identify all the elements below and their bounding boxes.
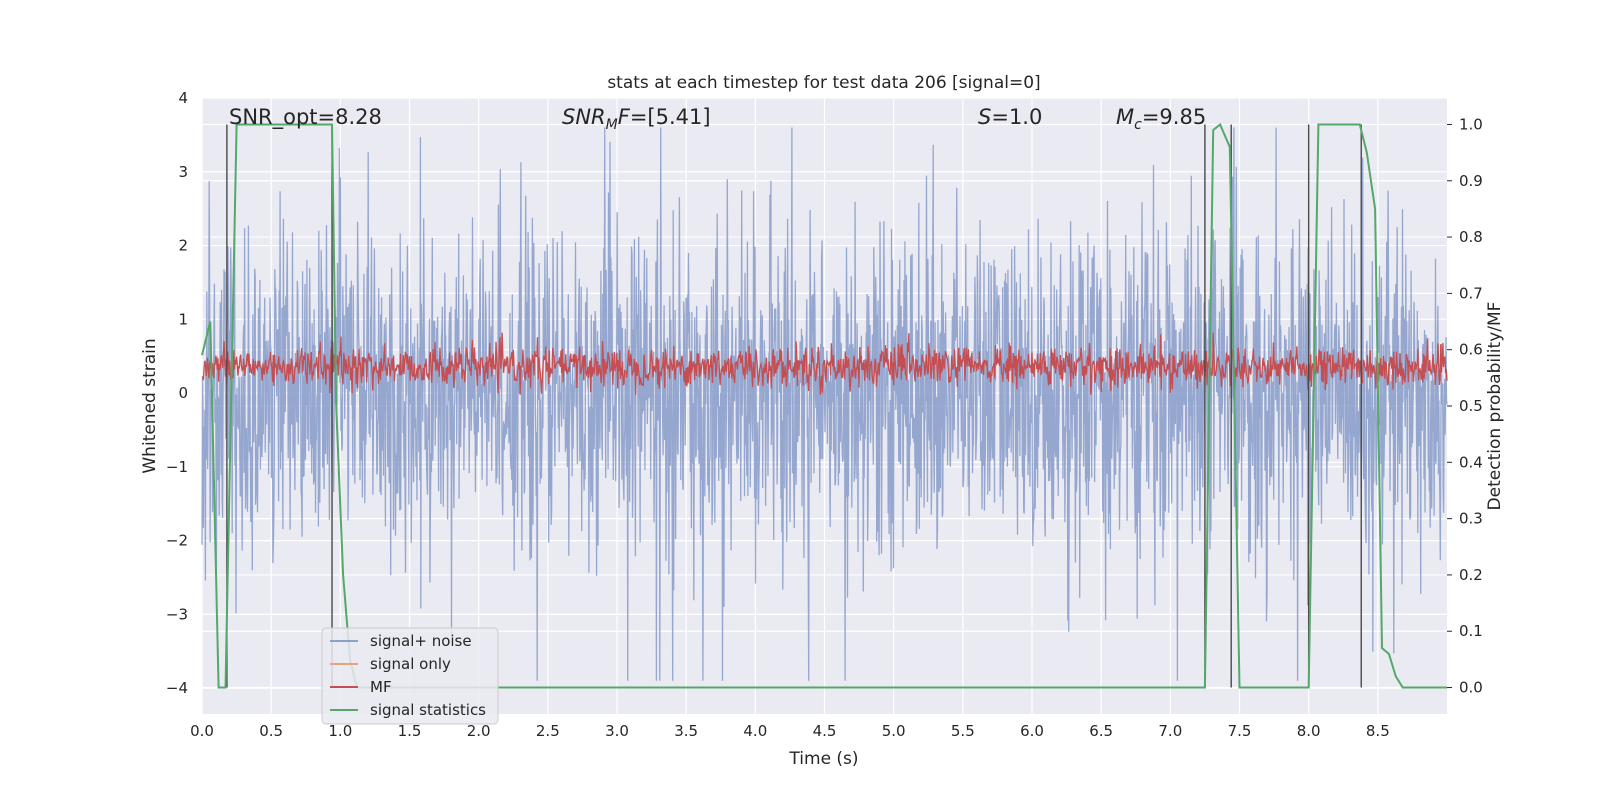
annotation-snr-opt: SNR_opt=8.28	[229, 105, 382, 130]
y-right-tick-labels: 1.0 0.9 0.8 0.7 0.6 0.5 0.4 0.3 0.2 0.1 0.0	[1459, 115, 1483, 696]
x-tick-label: 8.5	[1366, 722, 1390, 740]
chart-title: stats at each timestep for test data 206…	[607, 73, 1040, 93]
snr-mf-value: =[5.41]	[630, 105, 711, 129]
y-left-tick-label: −2	[166, 532, 188, 550]
y-right-tick-label: 0.4	[1459, 453, 1483, 471]
y-axis-label-right: Detection probability/MF	[1485, 302, 1505, 511]
y-right-tick-label: 0.5	[1459, 397, 1483, 415]
y-right-tick-label: 0.9	[1459, 172, 1483, 190]
s-label: S	[978, 105, 991, 129]
x-axis-label: Time (s)	[788, 749, 858, 769]
x-tick-label: 6.0	[1020, 722, 1044, 740]
y-right-tick-label: 0.2	[1459, 566, 1483, 584]
x-tick-label: 0.5	[259, 722, 283, 740]
legend-label: signal only	[370, 655, 451, 673]
y-left-tick-label: 2	[178, 237, 188, 255]
x-tick-label: 1.5	[398, 722, 422, 740]
x-tick-label: 0.0	[190, 722, 214, 740]
x-tick-label: 7.0	[1158, 722, 1182, 740]
y-right-tick-label: 0.3	[1459, 510, 1483, 528]
y-left-tick-label: −1	[166, 458, 188, 476]
snr-mf-rest: F	[618, 105, 631, 129]
legend-label: MF	[370, 678, 392, 696]
y-left-tick-label: −3	[166, 605, 188, 623]
x-tick-label: 7.5	[1228, 722, 1252, 740]
x-tick-label: 2.0	[467, 722, 491, 740]
x-tick-labels: 0.0 0.5 1.0 1.5 2.0 2.5 3.0 3.5 4.0 4.5 5.0 5.5 6.0 6…	[190, 722, 1390, 740]
x-tick-label: 8.0	[1297, 722, 1321, 740]
y-right-tick-label: 0.6	[1459, 341, 1483, 359]
x-tick-label: 1.0	[328, 722, 352, 740]
annotation-s: S=1.0	[978, 105, 1042, 129]
y-axis-label-left: Whitened strain	[140, 338, 160, 473]
x-tick-label: 6.5	[1089, 722, 1113, 740]
annotation-snr-mf: SNRMF=[5.41]	[562, 105, 711, 133]
y-left-tick-label: 4	[178, 89, 188, 107]
x-tick-label: 2.5	[536, 722, 560, 740]
annotation-mc: Mc=9.85	[1116, 105, 1206, 133]
y-left-tick-label: 1	[178, 310, 188, 328]
snr-mf-sub: M	[606, 117, 618, 133]
mc-value: =9.85	[1142, 105, 1206, 129]
legend-box	[321, 627, 499, 725]
y-right-tick-label: 0.1	[1459, 622, 1483, 640]
legend-item-signal-only: signal only	[330, 655, 451, 673]
y-right-tick-label: 0.0	[1459, 679, 1483, 697]
legend-item-signal-statistics: signal statistics	[330, 701, 486, 719]
snr-mf-prefix: SNR	[562, 105, 606, 129]
x-tick-label: 5.0	[882, 722, 906, 740]
vertical-markers	[226, 124, 1362, 688]
mc-sub: c	[1134, 117, 1142, 133]
y-right-tick-label: 1.0	[1459, 115, 1483, 133]
x-tick-label: 5.5	[951, 722, 975, 740]
legend-item-signal-noise: signal+ noise	[330, 632, 472, 650]
x-tick-label: 3.0	[605, 722, 629, 740]
series-signal-statistics	[201, 122, 1447, 689]
y-right-tick-label: 0.8	[1459, 228, 1483, 246]
series-line-signal-statistics	[201, 122, 1447, 689]
mc-label: M	[1116, 105, 1134, 129]
series-line-mf	[201, 332, 1448, 395]
x-tick-label: 4.5	[813, 722, 837, 740]
series-mf	[201, 332, 1448, 395]
y-left-tick-label: −4	[166, 679, 188, 697]
legend-label: signal+ noise	[370, 632, 472, 650]
y-left-tick-labels: 4 3 2 1 0 −1 −2 −3 −4	[166, 89, 188, 697]
legend-label: signal statistics	[370, 701, 486, 719]
legend: signal+ noise signal only MF signal stat…	[321, 627, 499, 725]
y-left-tick-label: 0	[178, 384, 188, 402]
legend-item-mf: MF	[330, 678, 392, 696]
x-tick-label: 3.5	[674, 722, 698, 740]
y-left-tick-label: 3	[178, 163, 188, 181]
x-tick-label: 4.0	[743, 722, 767, 740]
s-value: =1.0	[991, 105, 1042, 129]
y-right-tick-label: 0.7	[1459, 284, 1483, 302]
